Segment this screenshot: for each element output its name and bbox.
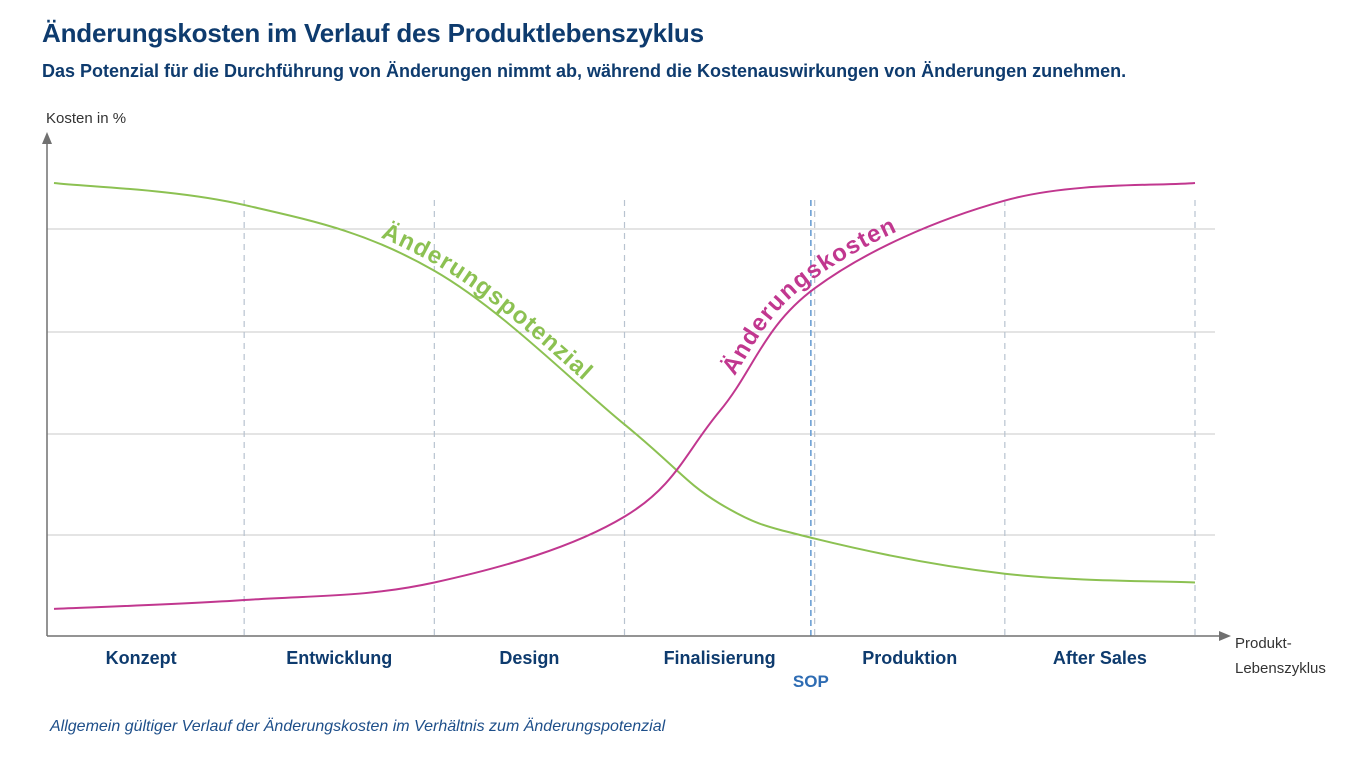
category-label: Konzept xyxy=(106,648,177,668)
series-line-aenderungskosten xyxy=(53,182,1196,610)
figure-caption: Allgemein gültiger Verlauf der Änderungs… xyxy=(50,718,666,735)
category-label: After Sales xyxy=(1053,648,1147,668)
grid-lines xyxy=(47,228,1215,536)
series-line-aenderungspotenzial xyxy=(53,182,1196,584)
x-axis-label-line-1: Produkt- xyxy=(1235,635,1292,652)
category-label: Finalisierung xyxy=(664,648,776,668)
y-axis-label: Kosten in % xyxy=(46,110,126,127)
sop-label: SOP xyxy=(793,672,829,691)
x-axis-arrow-icon xyxy=(1219,631,1231,641)
chart-title: Änderungskosten im Verlauf des Produktle… xyxy=(42,18,704,48)
chart-canvas: Kosten in % Produkt- Lebenszyklus Konzep… xyxy=(42,110,1326,691)
x-axis-label-line-2: Lebenszyklus xyxy=(1235,660,1326,677)
y-axis-arrow-icon xyxy=(42,132,52,144)
category-label: Produktion xyxy=(862,648,957,668)
x-axis-label: Produkt- Lebenszyklus xyxy=(1235,635,1326,677)
category-label: Design xyxy=(499,648,559,668)
series-label-aenderungskosten: Änderungskosten xyxy=(717,212,901,379)
phase-dividers xyxy=(243,200,1196,636)
category-label: Entwicklung xyxy=(286,648,392,668)
chart-subtitle: Das Potenzial für die Durchführung von Ä… xyxy=(42,61,1127,81)
category-labels: Konzept Entwicklung Design Finalisierung Pro… xyxy=(106,648,1147,668)
series-label-aenderungspotenzial: Änderungspotenzial xyxy=(378,218,598,386)
axes xyxy=(42,132,1231,641)
